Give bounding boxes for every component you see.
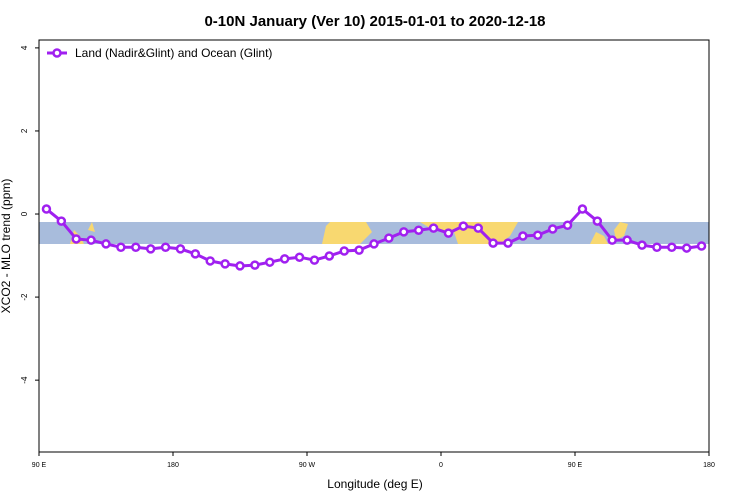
- point: [369, 239, 379, 249]
- point: [562, 220, 573, 230]
- y-tick-label: -4: [20, 376, 29, 384]
- point: [518, 231, 528, 241]
- point: [547, 224, 558, 234]
- point: [279, 254, 290, 264]
- point: [205, 256, 215, 266]
- point: [71, 234, 81, 244]
- point: [607, 235, 617, 245]
- point: [131, 242, 141, 252]
- point: [235, 261, 245, 271]
- y-tick-label: 0: [20, 211, 29, 216]
- y-tick-label: 2: [20, 128, 29, 133]
- point: [533, 230, 543, 240]
- point: [294, 252, 305, 262]
- x-tick-label: 180: [167, 462, 179, 469]
- point: [399, 227, 409, 237]
- point: [309, 255, 320, 265]
- point: [56, 216, 67, 226]
- x-axis-label: Longitude (deg E): [327, 477, 422, 491]
- point: [220, 259, 230, 269]
- point: [384, 233, 394, 243]
- point: [175, 244, 186, 254]
- point: [324, 251, 335, 261]
- legend-marker: [52, 48, 62, 58]
- point: [652, 242, 662, 252]
- point: [443, 228, 454, 238]
- point: [473, 223, 483, 233]
- chart-title: 0-10N January (Ver 10) 2015-01-01 to 202…: [204, 13, 545, 30]
- point: [101, 239, 111, 249]
- point: [265, 257, 275, 267]
- point: [116, 242, 126, 252]
- point: [160, 242, 171, 252]
- map-strip: [39, 222, 709, 244]
- point: [145, 244, 156, 254]
- point: [41, 204, 52, 214]
- point: [503, 238, 513, 248]
- point: [86, 235, 96, 245]
- point: [667, 242, 677, 252]
- point: [637, 240, 647, 250]
- x-tick-label: 180: [703, 462, 715, 469]
- point: [696, 241, 707, 251]
- point: [592, 216, 603, 226]
- point: [488, 238, 498, 248]
- point: [354, 245, 364, 255]
- x-tick-label: 90 E: [568, 462, 583, 469]
- point: [458, 221, 469, 231]
- point: [577, 204, 588, 214]
- x-tick-label: 90 E: [32, 462, 47, 469]
- point: [339, 246, 349, 256]
- y-axis-label: XCO2 - MLO trend (ppm): [0, 179, 13, 314]
- x-tick-label: 0: [439, 462, 443, 469]
- y-tick-label: -2: [20, 293, 29, 301]
- plot-frame: [38, 39, 710, 453]
- point: [428, 223, 439, 233]
- y-tick-label: 4: [20, 45, 29, 50]
- legend-label: Land (Nadir&Glint) and Ocean (Glint): [75, 46, 272, 60]
- point: [190, 249, 201, 259]
- point: [250, 260, 260, 270]
- point: [681, 243, 692, 253]
- point: [413, 225, 424, 235]
- point: [622, 235, 632, 245]
- x-tick-label: 90 W: [299, 462, 316, 469]
